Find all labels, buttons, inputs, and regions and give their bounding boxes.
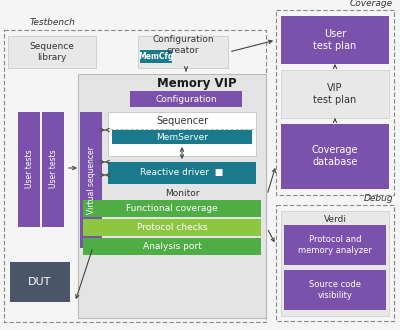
Text: DUT: DUT: [28, 277, 52, 287]
Text: Sequence
library: Sequence library: [30, 42, 74, 62]
Bar: [83, 200, 261, 217]
Bar: [281, 211, 389, 316]
Text: Coverage
database: Coverage database: [312, 145, 358, 167]
Text: Verdi: Verdi: [324, 215, 346, 224]
Bar: [284, 225, 386, 265]
Text: Virtual sequencer: Virtual sequencer: [86, 146, 96, 214]
Text: VIP
test plan: VIP test plan: [313, 83, 357, 105]
Bar: [281, 124, 389, 189]
Text: Functional coverage: Functional coverage: [126, 204, 218, 213]
Text: Protocol and
memory analyzer: Protocol and memory analyzer: [298, 235, 372, 255]
Bar: [276, 205, 394, 321]
Text: User tests: User tests: [48, 150, 58, 188]
Text: Coverage: Coverage: [350, 0, 393, 8]
Text: Memory VIP: Memory VIP: [157, 77, 237, 89]
Bar: [108, 162, 256, 184]
Bar: [83, 219, 261, 236]
Bar: [281, 70, 389, 118]
Bar: [284, 270, 386, 310]
Bar: [18, 112, 40, 227]
Text: Source code
visibility: Source code visibility: [309, 280, 361, 300]
Text: Reactive driver  ■: Reactive driver ■: [140, 169, 224, 178]
Bar: [108, 112, 256, 156]
Bar: [42, 112, 64, 227]
Text: User
test plan: User test plan: [313, 29, 357, 51]
Bar: [281, 16, 389, 64]
Bar: [78, 74, 266, 318]
Text: Configuration: Configuration: [155, 94, 217, 104]
Bar: [138, 36, 228, 68]
Text: Debug: Debug: [363, 194, 393, 203]
Text: Sequencer: Sequencer: [156, 116, 208, 126]
Text: User tests: User tests: [24, 150, 34, 188]
Text: Configuration
creator: Configuration creator: [152, 35, 214, 55]
Text: MemServer: MemServer: [156, 133, 208, 142]
Bar: [83, 238, 261, 255]
Bar: [276, 10, 394, 195]
Bar: [112, 130, 252, 144]
Text: Protocol checks: Protocol checks: [137, 223, 207, 232]
Bar: [8, 36, 96, 68]
Bar: [10, 262, 70, 302]
Text: Testbench: Testbench: [30, 18, 76, 27]
Bar: [140, 50, 172, 63]
Bar: [130, 91, 242, 107]
Text: Analysis port: Analysis port: [143, 242, 201, 251]
Bar: [80, 112, 102, 248]
Text: Monitor: Monitor: [165, 188, 199, 197]
Text: MemCfg: MemCfg: [138, 52, 174, 61]
Bar: [4, 30, 266, 322]
